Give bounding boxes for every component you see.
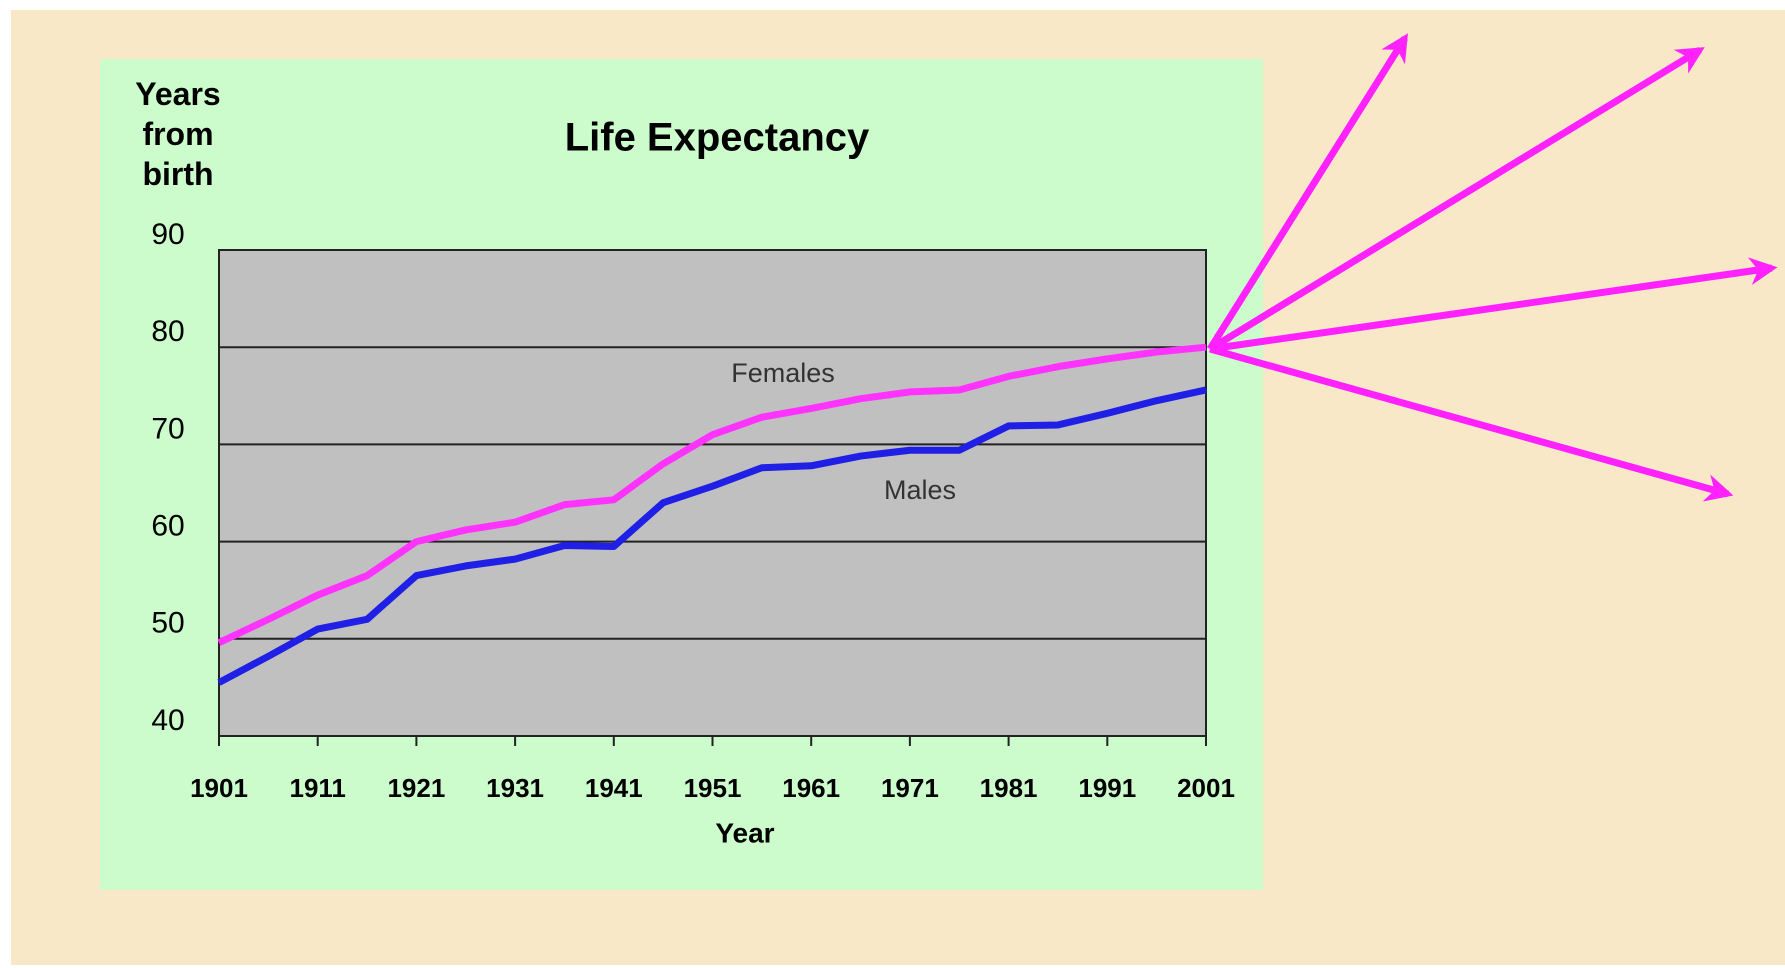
x-tick-label: 1921: [387, 773, 445, 803]
x-tick-label: 1961: [782, 773, 840, 803]
arrow: [1208, 47, 1705, 352]
annotation: Males: [884, 475, 956, 505]
x-tick-label: 1971: [881, 773, 939, 803]
y-tick-label: 50: [151, 607, 184, 640]
x-tick-label: 1981: [980, 773, 1038, 803]
annotation: Females: [731, 358, 835, 388]
x-tick-label: 1901: [190, 773, 248, 803]
plot-area: [218, 249, 1207, 737]
x-tick-label: 2001: [1177, 773, 1235, 803]
x-axis-label: Year: [715, 817, 774, 848]
x-tick-label: 1911: [289, 773, 345, 803]
series-line: [217, 386, 1207, 686]
series-line: [217, 343, 1207, 646]
y-tick-label: 70: [151, 412, 184, 445]
y-tick-label: 90: [151, 218, 184, 251]
x-tick-label: 1941: [585, 773, 643, 803]
y-tick-label: 80: [151, 315, 184, 348]
arrows: [1207, 33, 1778, 502]
arrow: [1209, 345, 1734, 502]
arrow: [1207, 33, 1408, 351]
y-axis-label: Years from birth: [135, 76, 221, 192]
x-tick-label: 1931: [486, 773, 544, 803]
arrow: [1209, 257, 1778, 353]
x-tick-label: 1951: [684, 773, 742, 803]
y-tick-label: 60: [151, 510, 184, 543]
y-tick-label: 40: [151, 704, 184, 737]
x-tick-label: 1991: [1078, 773, 1136, 803]
chart-title: Life Expectancy: [565, 116, 870, 160]
